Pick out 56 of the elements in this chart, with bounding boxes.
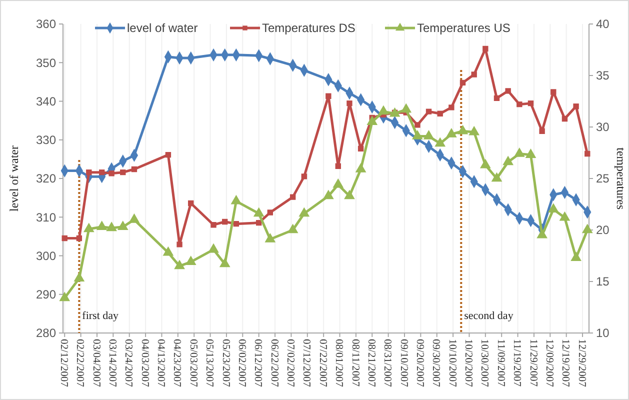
legend-label: Temperatures US xyxy=(417,21,510,36)
y-tick-label: 280 xyxy=(36,326,56,340)
y-tick-label: 300 xyxy=(36,248,56,263)
x-tick-label: 03/24/2007 xyxy=(122,339,134,387)
x-tick-label: 05/03/2007 xyxy=(187,339,198,387)
y2-tick-label: 20 xyxy=(596,223,610,238)
x-tick-label: 09/30/2007 xyxy=(430,339,442,387)
x-tick-label: 10/30/2007 xyxy=(478,339,490,387)
x-tick-label: 08/21/2007 xyxy=(365,339,376,387)
y-tick-label: 330 xyxy=(36,133,56,148)
x-tick-label: 12/29/2007 xyxy=(576,339,587,387)
x-tick-label: 07/22/2007 xyxy=(316,339,328,387)
y-axis-title: level of water xyxy=(7,146,21,212)
x-tick-label: 09/10/2007 xyxy=(398,339,409,387)
x-tick-label: 07/12/2007 xyxy=(300,339,312,387)
y2-tick-label: 35 xyxy=(596,68,610,83)
x-tick-label: 10/20/2007 xyxy=(462,339,474,387)
x-tick-label: 06/02/2007 xyxy=(236,339,247,387)
y-tick-label: 350 xyxy=(36,56,56,70)
ref-line-label: second day xyxy=(464,310,514,322)
y-tick-label: 310 xyxy=(36,210,56,224)
x-tick-label: 09/20/2007 xyxy=(414,339,426,387)
x-tick-label: 04/03/2007 xyxy=(138,339,150,387)
y-tick-label: 290 xyxy=(36,288,56,302)
x-tick-label: 12/19/2007 xyxy=(560,339,571,387)
x-tick-label: 03/14/2007 xyxy=(106,339,118,387)
x-tick-label: 08/01/2007 xyxy=(333,339,344,387)
x-tick-label: 08/31/2007 xyxy=(382,339,393,387)
x-tick-label: 04/13/2007 xyxy=(155,339,166,387)
y2-tick-label: 10 xyxy=(596,326,610,340)
legend-label: Temperatures DS xyxy=(262,21,356,36)
y2-axis-title: temperatures xyxy=(614,148,628,210)
y2-tick-label: 25 xyxy=(596,172,610,186)
x-tick-label: 07/02/2007 xyxy=(284,339,296,387)
x-tick-label: 06/22/2007 xyxy=(268,339,280,387)
y2-tick-label: 30 xyxy=(596,120,610,134)
y2-tick-label: 40 xyxy=(596,17,610,32)
x-tick-label: 05/13/2007 xyxy=(204,339,215,387)
x-tick-label: 08/11/2007 xyxy=(349,339,360,386)
x-tick-label: 04/23/2007 xyxy=(171,339,182,387)
x-tick-label: 11/29/2007 xyxy=(527,339,538,386)
x-tick-label: 02/22/2007 xyxy=(74,339,86,387)
ref-line-label: first day xyxy=(82,310,120,322)
x-tick-label: 02/12/2007 xyxy=(58,339,69,387)
x-tick-label: 03/04/2007 xyxy=(90,339,102,387)
x-tick-label: 12/09/2007 xyxy=(543,339,554,387)
y-tick-label: 340 xyxy=(36,94,56,108)
x-tick-label: 11/09/2007 xyxy=(494,339,506,386)
x-tick-label: 11/19/2007 xyxy=(511,339,522,386)
y-tick-label: 360 xyxy=(36,17,56,32)
y-tick-label: 320 xyxy=(36,172,56,186)
x-tick-label: 05/23/2007 xyxy=(220,339,231,387)
legend-label: level of water xyxy=(127,21,198,36)
x-tick-label: 10/10/2007 xyxy=(446,339,458,387)
x-tick-label: 06/12/2007 xyxy=(252,339,264,387)
y2-tick-label: 15 xyxy=(596,274,610,289)
